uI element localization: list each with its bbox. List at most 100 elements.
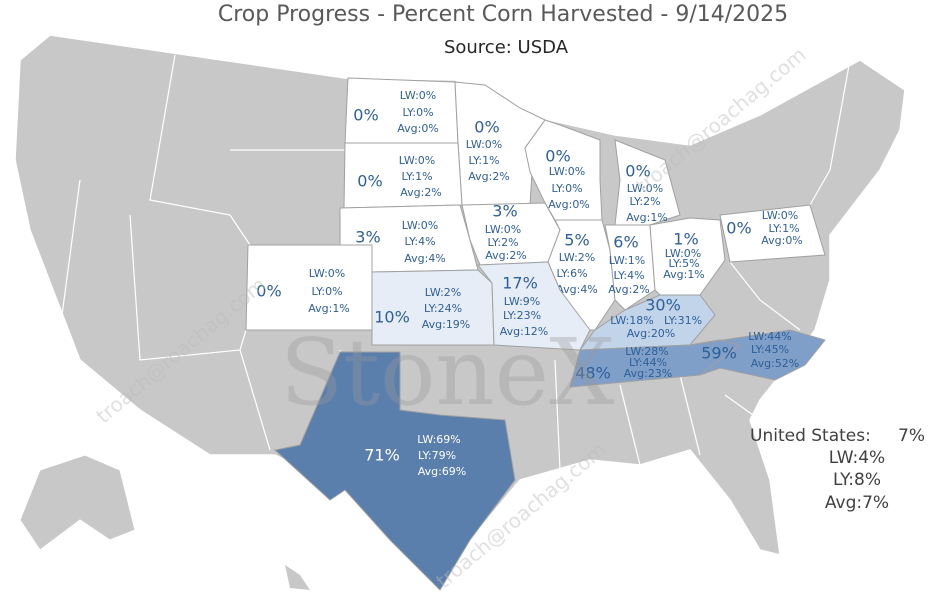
- state-pct: 17%: [502, 274, 538, 293]
- state-avg: Avg:0%: [397, 122, 439, 135]
- us-ly: LY:8%: [833, 470, 881, 490]
- state: 30%LW:18% LY:31%Avg:20%: [578, 294, 716, 351]
- state-lw: LW:9%: [504, 295, 541, 308]
- state-avg: Avg:2%: [485, 249, 527, 262]
- state-avg: Avg:2%: [608, 283, 650, 296]
- state-lw: LW:0%: [665, 247, 702, 260]
- us-label: United States:: [750, 426, 871, 446]
- state-shape: [614, 139, 681, 226]
- hawaii: [285, 565, 310, 590]
- state-shape: [273, 351, 516, 591]
- state-ly: LY:2%: [629, 195, 660, 208]
- state-ly: LY:0%: [402, 106, 433, 119]
- state-pct: 30%: [645, 296, 681, 315]
- state-lw: LW:44%: [748, 330, 792, 343]
- state-pct: 0%: [545, 147, 570, 166]
- state-pct: 6%: [613, 233, 638, 252]
- alaska: [19, 454, 136, 551]
- state-lw: LW:0%: [627, 182, 664, 195]
- watermark-brand: StoneX: [280, 319, 615, 426]
- state: 5%LW:2% LY:6% Avg:4%: [547, 219, 616, 331]
- state-ly: LY:4%: [404, 235, 435, 248]
- state-pct: 3%: [355, 228, 380, 247]
- title: Crop Progress - Percent Corn Harvested -…: [218, 2, 788, 27]
- state-pct: 0%: [256, 282, 281, 301]
- state-ly: LY:0%: [311, 285, 342, 298]
- state: 6% LW:1% LY:4%Avg:2%: [604, 224, 656, 311]
- state-lw: LW:0%: [762, 209, 799, 222]
- state: 0%LW:0%LY:0%Avg:0%: [524, 119, 603, 221]
- state-avg: Avg:1%: [308, 302, 350, 315]
- state: 3% LW:0%LY:2%Avg:2%: [461, 202, 561, 266]
- state-ly: LY:79%: [418, 449, 456, 462]
- state-ly: LY:2%: [487, 236, 518, 249]
- state-pct: 0%: [474, 118, 499, 137]
- state-lw: LW:2%: [559, 251, 596, 264]
- state-lw: LW:0%: [309, 267, 346, 280]
- state-lw: LW:28%: [625, 345, 669, 358]
- state-avg: Avg:23%: [624, 367, 673, 380]
- state-ly: LY:1%: [401, 170, 432, 183]
- state-ly: LY:6%: [556, 267, 587, 280]
- state: 48% LW:28%LY:44%Avg:23%: [569, 339, 742, 388]
- state-lw: LW:0%: [399, 154, 436, 167]
- state-ly: LY:45%: [751, 343, 789, 356]
- state: 0% LW:0% LY:0% Avg:1%: [245, 244, 373, 331]
- state-ly: LY:5%: [668, 257, 699, 270]
- state-lw: LW:0%: [400, 89, 437, 102]
- state: 0% LW:0%LY:1%Avg:0%: [719, 204, 826, 263]
- state-avg: Avg:1%: [626, 211, 668, 224]
- state-avg: Avg:20%: [627, 327, 676, 340]
- state-pct: 0%: [353, 106, 378, 125]
- state: 10% LW:2% LY:24% Avg:19%: [371, 269, 495, 346]
- state-ly: LY:31%: [664, 314, 702, 327]
- state-shape: [477, 261, 591, 351]
- state-pct: 1%: [673, 230, 698, 249]
- state-pct: 48%: [575, 364, 611, 383]
- state-ly: LY:1%: [468, 154, 499, 167]
- state: 3% LW:0% LY:4% Avg:4%: [339, 204, 479, 273]
- state-shape: [719, 204, 826, 263]
- state-pct: 5%: [564, 231, 589, 250]
- state-lw: LW:0%: [549, 165, 586, 178]
- state-pct: 0%: [726, 219, 751, 238]
- state-pct: 3%: [492, 202, 517, 221]
- state-ly: LY:44%: [629, 356, 667, 369]
- state-lw: LW:1%: [609, 254, 646, 267]
- state-pct: 0%: [625, 162, 650, 181]
- state: 0%LW:0%LY:2% Avg:1%: [614, 139, 681, 226]
- us-pct: 7%: [898, 426, 925, 446]
- state-pct: 71%: [364, 446, 400, 465]
- state: 0% LW:0% LY:0% Avg:0%: [344, 77, 459, 144]
- state: 1%LW:0%LY:5%Avg:1%: [649, 217, 726, 296]
- state-lw: LW:2%: [425, 286, 462, 299]
- state: 17% LW:9%LY:23% Avg:12%: [477, 261, 591, 351]
- state-ly: LY:4%: [613, 269, 644, 282]
- us-avg: Avg:7%: [825, 493, 889, 513]
- state-pct: 59%: [701, 344, 737, 363]
- state-lw: LW:18%: [610, 314, 654, 327]
- state: 0%LW:0%LY:1%Avg:2%: [343, 142, 463, 209]
- state-lw: LW:0%: [485, 223, 522, 236]
- state-avg: Avg:69%: [418, 465, 467, 478]
- state-ly: LY:0%: [551, 182, 582, 195]
- state-avg: Avg:19%: [422, 318, 471, 331]
- state-lw: LW:0%: [466, 138, 503, 151]
- state-avg: Avg:2%: [468, 170, 510, 183]
- state-shape: [649, 217, 726, 296]
- source: Source: USDA: [444, 37, 569, 58]
- state-lw: LW:69%: [417, 433, 461, 446]
- state-avg: Avg:0%: [761, 234, 803, 247]
- state: 0%LW:0% LY:1% Avg:2%: [454, 81, 546, 206]
- state-lw: LW:0%: [402, 219, 439, 232]
- states: 0%LW:0%LY:0%Avg:0% 0%LW:0%LY:1%Avg:2%0%LW…: [245, 77, 826, 591]
- state-shape: [689, 329, 826, 381]
- state-ly: LY:23%: [503, 309, 541, 322]
- state-pct: 10%: [374, 308, 410, 327]
- state-ly: LY:1%: [768, 222, 799, 235]
- us-lw: LW:4%: [829, 448, 885, 468]
- state-ly: LY:24%: [424, 302, 462, 315]
- state-avg: Avg:2%: [400, 186, 442, 199]
